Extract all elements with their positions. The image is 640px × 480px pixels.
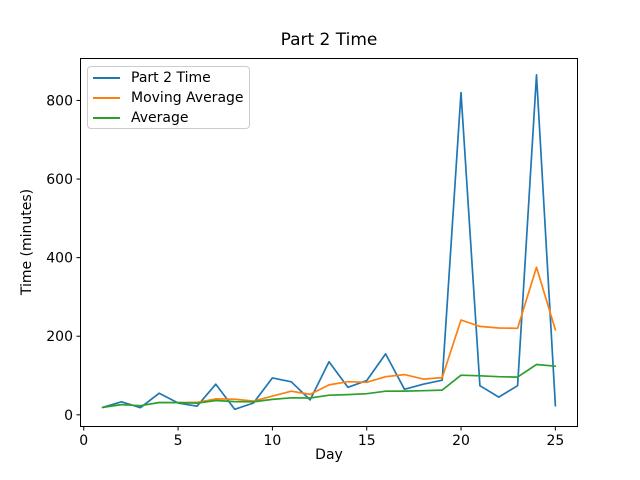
- legend: Part 2 Time Moving Average Average: [87, 66, 250, 129]
- legend-entry: Moving Average: [93, 88, 244, 108]
- y-tick-label: 400: [46, 251, 73, 267]
- legend-line-swatch-moving-average: [93, 97, 120, 99]
- legend-line-swatch-part-2-time: [93, 77, 120, 79]
- legend-label: Part 2 Time: [131, 70, 211, 86]
- legend-entry: Part 2 Time: [93, 68, 243, 88]
- x-tick-label: 0: [79, 433, 88, 449]
- y-tick-label: 600: [46, 172, 73, 188]
- x-tick-label: 10: [263, 433, 281, 449]
- series-line-moving-average: [177, 266, 557, 404]
- series-line-average: [101, 363, 557, 409]
- chart-title: Part 2 Time: [280, 30, 378, 50]
- y-tick-label: 200: [46, 329, 73, 345]
- y-axis-label: Time (minutes): [19, 188, 35, 296]
- x-axis-label: Day: [315, 447, 343, 463]
- x-tick-label: 5: [174, 433, 183, 449]
- y-tick-label: 0: [64, 408, 73, 424]
- x-tick-label: 25: [546, 433, 564, 449]
- x-tick-label: 15: [358, 433, 376, 449]
- legend-entry: Average: [93, 108, 243, 128]
- axes-spines: [80, 58, 578, 427]
- y-tick-label: 800: [46, 93, 73, 109]
- legend-line-swatch-average: [93, 117, 120, 119]
- x-tick-label: 20: [452, 433, 470, 449]
- legend-label: Moving Average: [131, 90, 244, 106]
- legend-label: Average: [131, 110, 189, 126]
